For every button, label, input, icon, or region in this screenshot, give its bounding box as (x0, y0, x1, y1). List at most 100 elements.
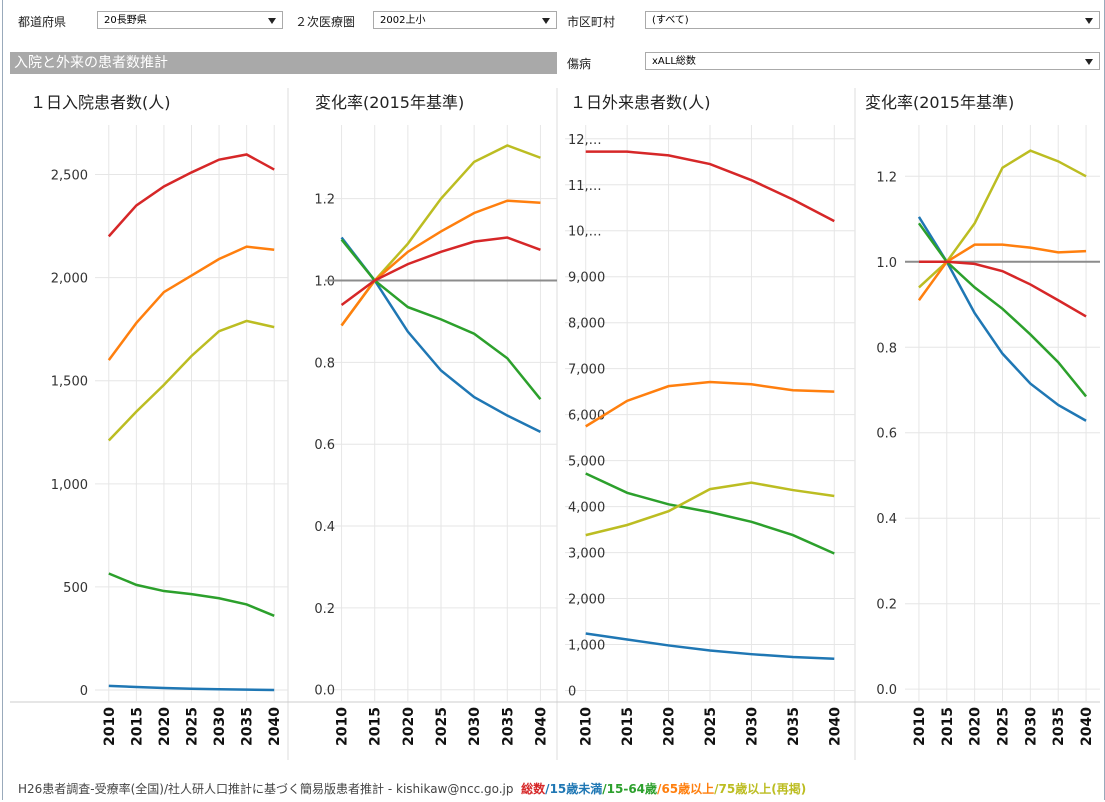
x-tick-label: 2030 (744, 707, 760, 746)
x-tick-label: 2010 (912, 707, 928, 746)
y-tick-label: 0.8 (314, 356, 335, 371)
x-tick-label: 2015 (940, 707, 956, 746)
chart-title: １日入院患者数(人) (30, 93, 171, 112)
series-line (918, 260, 1087, 318)
series-line (585, 150, 835, 223)
dropdown-value: 2002上小 (380, 15, 426, 26)
x-tick-label: 2035 (240, 707, 256, 746)
y-tick-label: 6,000 (568, 409, 605, 424)
y-tick-label: 0.6 (876, 427, 897, 442)
x-tick-label: 2010 (102, 707, 118, 746)
y-tick-label: 0.4 (314, 520, 335, 535)
y-tick-label: 1,500 (51, 375, 88, 390)
legend-entry: 65歳以上 (661, 782, 715, 796)
series-line (585, 632, 835, 661)
x-tick-label: 2040 (827, 707, 843, 746)
y-tick-label: 7,000 (568, 363, 605, 378)
series-line (585, 472, 835, 555)
y-tick-label: 2,000 (568, 593, 605, 608)
series-line (107, 319, 275, 442)
y-tick-label: 12,… (568, 133, 602, 148)
series-line (585, 481, 835, 537)
legend-entry: 総数 (521, 782, 546, 796)
charts: １日入院患者数(人) 2010 2015 2020 2025 2030 2035 2040 0 5… (10, 88, 1100, 760)
x-tick-label: 2020 (662, 707, 678, 746)
x-tick-label: 2030 (1023, 707, 1039, 746)
arrow (268, 18, 276, 24)
arrow (1085, 59, 1093, 65)
y-tick-label: 1,000 (51, 478, 88, 493)
filter-label: ２次医療圏 (295, 15, 356, 29)
series-line (340, 236, 541, 307)
y-tick-label: 1.2 (876, 170, 897, 185)
chart-title: １日外来患者数(人) (570, 93, 711, 112)
dropdown-value: xALL総数 (652, 56, 696, 67)
series-line (107, 245, 275, 361)
y-tick-label: 0.2 (876, 598, 897, 613)
x-tick-label: 2040 (267, 707, 283, 746)
filter-label: 都道府県 (18, 15, 67, 29)
series-line (585, 380, 835, 428)
x-tick-label: 2015 (129, 707, 145, 746)
y-tick-label: 0.2 (314, 602, 335, 617)
x-tick-label: 2010 (579, 707, 595, 746)
chart-title: 変化率(2015年基準) (315, 93, 464, 112)
x-tick-label: 2025 (996, 707, 1012, 746)
x-tick-label: 2025 (703, 707, 719, 746)
footer: H26患者調査-受療率(全国)/社人研人口推計に基づく簡易版患者推計 - kis… (18, 780, 806, 797)
separator: / (714, 782, 719, 796)
y-tick-label: 0 (568, 685, 576, 700)
y-tick-label: 0.8 (876, 341, 897, 356)
y-tick-label: 3,000 (568, 547, 605, 562)
y-tick-label: 10,… (568, 225, 602, 240)
dropdown[interactable]: 2002上小 (373, 11, 557, 29)
x-tick-label: 2035 (500, 707, 516, 746)
y-tick-label: 1.0 (876, 256, 897, 271)
series-line (107, 153, 275, 238)
legend-entry: 15-64歳 (606, 782, 658, 796)
legend-entry: 75歳以上(再掲) (718, 782, 807, 796)
x-tick-label: 2020 (157, 707, 173, 746)
legend: 総数/15歳未満/15-64歳/65歳以上/75歳以上(再掲) (521, 782, 806, 796)
series-line (108, 684, 275, 692)
y-tick-label: 4,000 (568, 501, 605, 516)
y-tick-label: 11,… (568, 179, 602, 194)
series-line (108, 572, 275, 617)
arrow (542, 18, 550, 24)
y-tick-label: 0.0 (876, 683, 897, 698)
y-tick-label: 2,000 (51, 272, 88, 287)
y-tick-label: 0.4 (876, 512, 897, 527)
x-tick-label: 2040 (1079, 707, 1095, 746)
y-tick-label: 2,500 (51, 168, 88, 183)
x-tick-label: 2030 (212, 707, 228, 746)
y-tick-label: 0 (80, 684, 88, 699)
dropdown-value: 20長野県 (104, 15, 147, 26)
x-tick-label: 2025 (185, 707, 201, 746)
x-tick-label: 2030 (467, 707, 483, 746)
dropdown[interactable]: xALL総数 (645, 52, 1100, 70)
x-tick-label: 2025 (434, 707, 450, 746)
x-tick-label: 2015 (620, 707, 636, 746)
x-tick-label: 2020 (401, 707, 417, 746)
y-tick-label: 0.6 (314, 438, 335, 453)
x-tick-label: 2010 (335, 707, 351, 746)
separator: / (545, 782, 550, 796)
separator: / (657, 782, 662, 796)
dropdown[interactable]: (すべて) (645, 11, 1100, 29)
section-title: 入院と外来の患者数推計 (10, 52, 557, 74)
y-tick-label: 500 (63, 581, 88, 596)
filter-label: 市区町村 (567, 15, 616, 29)
y-tick-label: 1,000 (568, 639, 605, 654)
filter-label: 傷病 (567, 57, 592, 71)
x-tick-label: 2040 (533, 707, 549, 746)
x-tick-label: 2035 (1051, 707, 1067, 746)
separator: / (602, 782, 607, 796)
y-tick-label: 9,000 (568, 271, 605, 286)
x-tick-label: 2015 (368, 707, 384, 746)
dropdown-value: (すべて) (652, 15, 689, 26)
source: H26患者調査-受療率(全国)/社人研人口推計に基づく簡易版患者推計 - kis… (18, 782, 514, 796)
dropdown[interactable]: 20長野県 (97, 11, 283, 29)
arrow (1085, 18, 1093, 24)
y-tick-label: 8,000 (568, 317, 605, 332)
